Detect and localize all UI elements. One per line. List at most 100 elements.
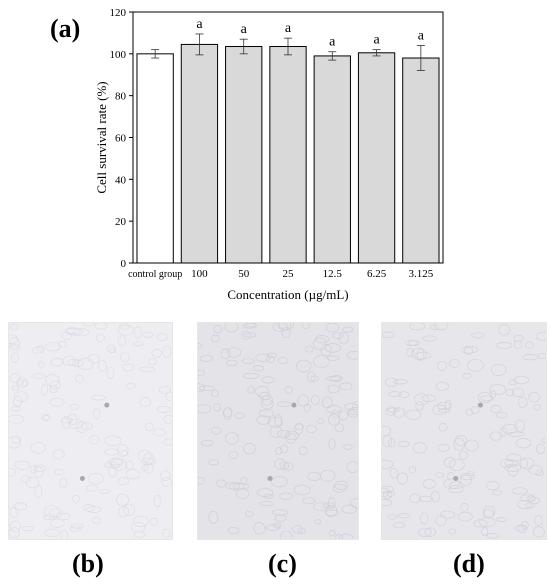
cell-outline xyxy=(438,423,448,432)
cell-outline xyxy=(50,518,65,528)
cell-outline xyxy=(324,343,342,353)
cell-outline xyxy=(198,343,203,349)
y-tick-label: 100 xyxy=(110,49,127,61)
cell-outline xyxy=(132,341,144,347)
cell-outline xyxy=(117,324,134,336)
cell-outline xyxy=(296,359,312,373)
cell-outline xyxy=(535,470,545,477)
cell-outline xyxy=(434,323,449,331)
cell-outline xyxy=(294,484,311,496)
cell-outline xyxy=(161,477,172,487)
bar-chart: 0 20 40 60 80 100 120 control group a 100 a 50 a 25 a 1… xyxy=(94,7,444,302)
cell-outline xyxy=(352,401,358,414)
panel-label-b: (b) xyxy=(72,549,104,578)
cell-outline xyxy=(508,431,525,437)
cell-outline xyxy=(44,528,61,538)
cell-outline xyxy=(52,449,65,460)
cell-outline xyxy=(481,527,489,537)
cell-outline xyxy=(83,323,95,327)
cell-outline xyxy=(144,422,154,431)
cell-outline xyxy=(211,426,222,435)
cell-outline xyxy=(496,412,508,419)
cell-outline xyxy=(489,431,502,441)
cell-outline xyxy=(245,323,257,328)
cell-outline xyxy=(255,385,270,397)
x-tick-label: 50 xyxy=(238,268,250,280)
cell-outline xyxy=(389,467,399,479)
cell-outline xyxy=(292,525,303,534)
cell-outline xyxy=(470,406,480,414)
cell-outline xyxy=(382,434,393,448)
cell-outline xyxy=(386,490,395,497)
cell-outline xyxy=(37,361,45,369)
cell-outline xyxy=(261,376,275,384)
cell-outline xyxy=(153,428,166,436)
panel-label-d: (d) xyxy=(453,549,485,578)
x-tick-label: 12.5 xyxy=(323,268,343,280)
cell-outline xyxy=(437,401,451,411)
cell-outline xyxy=(69,404,79,411)
cell-outline xyxy=(284,386,293,394)
cell-outline xyxy=(324,505,338,517)
cell-outline xyxy=(306,424,317,434)
cell-outline xyxy=(43,505,60,518)
cell-outline xyxy=(382,331,395,339)
cell-outline xyxy=(325,376,342,381)
cell-outline xyxy=(260,398,274,410)
cell-outline xyxy=(34,466,44,478)
micrograph-d xyxy=(381,322,547,540)
cell-outline xyxy=(213,402,222,412)
cell-outline xyxy=(138,366,156,373)
cell-outline xyxy=(13,391,29,402)
cell-outline xyxy=(14,502,27,511)
cell-outline xyxy=(314,519,322,525)
cell-outline xyxy=(393,407,406,418)
cell-outline xyxy=(284,430,299,441)
cell-outline xyxy=(524,341,534,349)
cell-outline xyxy=(31,373,46,379)
cell-outline xyxy=(422,335,437,342)
cell-outline xyxy=(335,534,343,539)
cell-outline xyxy=(436,361,448,371)
cell-outline xyxy=(227,347,242,358)
cell-outline xyxy=(259,409,275,418)
cell-outline xyxy=(243,372,260,379)
cell-outline xyxy=(398,391,410,398)
cell-outline xyxy=(267,352,277,359)
cell-outline xyxy=(269,425,283,438)
cell-outline xyxy=(495,517,508,522)
cell-outline xyxy=(285,432,297,444)
cell-outline xyxy=(491,363,507,376)
cell-outline xyxy=(57,341,68,348)
cell-outline xyxy=(465,408,474,416)
cell-outline xyxy=(460,474,472,486)
cell-outline xyxy=(444,399,452,410)
cell-outline xyxy=(338,331,349,345)
cell-outline xyxy=(298,446,308,456)
cell-outline xyxy=(70,523,84,529)
cell-outline xyxy=(332,332,344,339)
significance-label: a xyxy=(329,35,336,50)
cell-outline xyxy=(41,384,48,396)
cell-outline xyxy=(60,530,69,539)
cell-outline xyxy=(414,351,431,360)
cell-outline xyxy=(328,530,336,537)
cell-outline xyxy=(118,506,130,518)
cell-outline xyxy=(537,352,546,359)
cell-outline xyxy=(511,387,525,397)
cell-outline xyxy=(228,482,245,491)
cell-outline xyxy=(339,533,354,539)
cell-outline xyxy=(511,487,528,495)
cell-outline xyxy=(274,514,287,522)
cell-outline xyxy=(116,444,129,457)
cell-outline xyxy=(328,413,340,426)
cell-outline xyxy=(116,493,129,507)
cell-outline xyxy=(200,439,214,447)
cell-outline xyxy=(275,447,283,455)
cell-outline xyxy=(59,477,68,489)
cell-outline xyxy=(339,382,353,391)
y-tick-label: 60 xyxy=(115,133,127,145)
cell-outline xyxy=(220,348,231,360)
cell-outline xyxy=(277,357,289,364)
cell-outline xyxy=(150,517,158,526)
